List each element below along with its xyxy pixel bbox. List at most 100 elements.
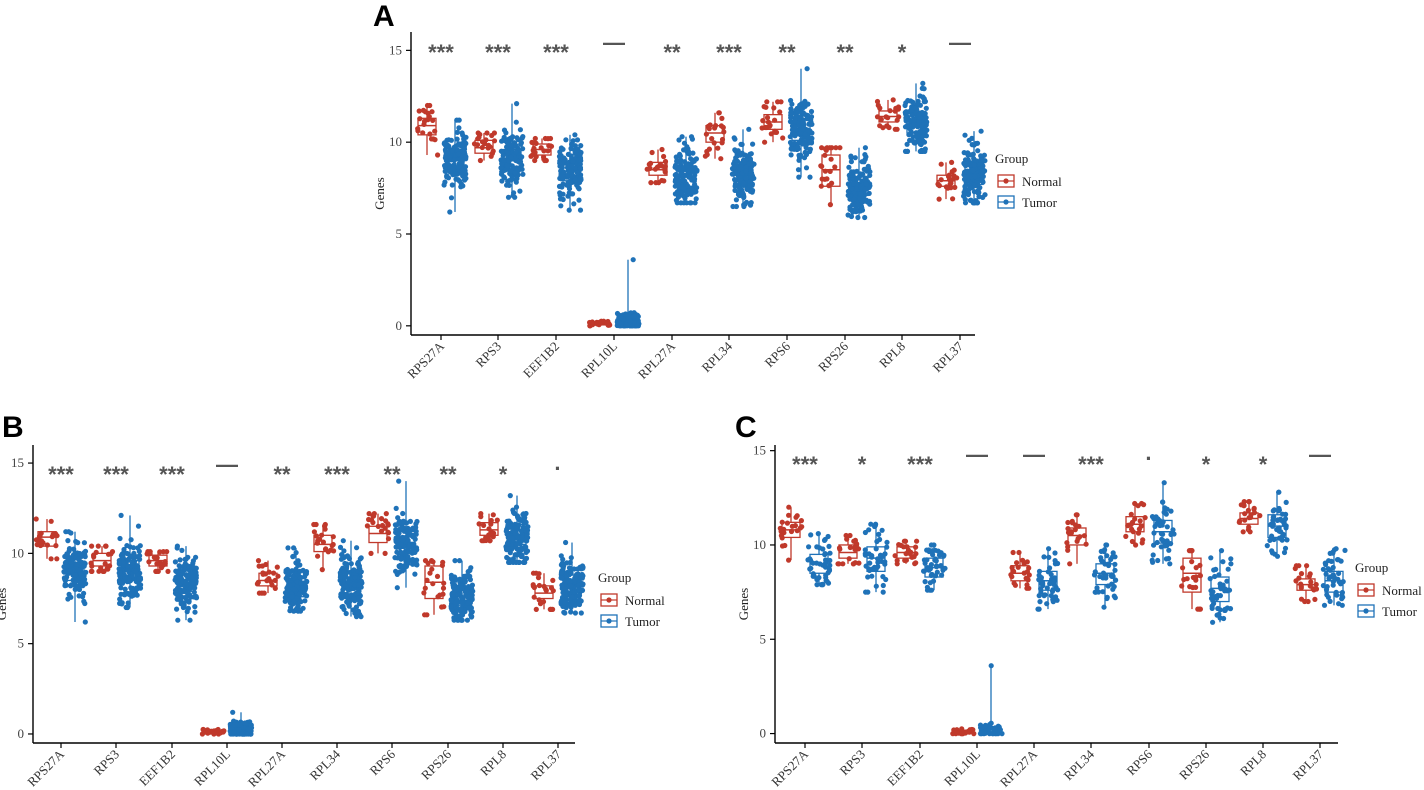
panel-b-data-point [400, 510, 406, 517]
panel-c-data-point [1139, 540, 1145, 546]
panel-c-data-point [894, 557, 900, 564]
panel-a-data-point [447, 168, 453, 174]
panel-b-data-point [289, 573, 296, 579]
panel-b-data-point [81, 590, 87, 597]
panel-a-data-point [460, 132, 466, 138]
panel-b-data-point [355, 561, 361, 567]
panel-c-data-point [997, 727, 1004, 733]
panel-a-legend-key-dot [1003, 199, 1009, 205]
panel-a-data-point [789, 146, 795, 152]
panel-a-data-point [966, 137, 972, 143]
panel-b-data-point [231, 729, 237, 735]
panel-b-data-point [174, 606, 180, 612]
panel-a-data-point [454, 117, 460, 123]
panel-c-data-point [913, 544, 919, 550]
panel-c-data-point [1105, 583, 1111, 589]
panel-a-data-point [498, 165, 504, 171]
panel-a-data-point [801, 100, 807, 106]
panel-a-data-point [706, 126, 712, 132]
panel-a-ytick-label: 10 [389, 134, 402, 149]
panel-b-data-point [154, 561, 160, 567]
panel-a-data-point [762, 139, 768, 145]
panel-c-data-point [1104, 553, 1110, 559]
panel-b-data-point [414, 518, 420, 525]
panel-b-xtick-label: RPL8 [477, 747, 509, 779]
panel-c-data-point [1142, 515, 1148, 521]
panel-c-data-point [1270, 517, 1276, 523]
panel-a-data-point [675, 189, 681, 195]
panel-a-data-point [795, 109, 801, 115]
panel-a-significance-label: ** [663, 40, 681, 65]
panel-b-data-point [449, 575, 455, 581]
panel-a-data-point [764, 99, 770, 105]
panel-b-data-point [375, 523, 381, 530]
panel-c-data-point [992, 726, 999, 732]
panel-a-data-point [716, 110, 722, 116]
panel-c-data-point [1036, 593, 1042, 599]
panel-b-data-point [48, 518, 54, 524]
panel-c-data-point [794, 513, 800, 519]
panel-a-data-point [531, 140, 538, 146]
panel-b-data-point [398, 541, 404, 548]
panel-b-data-point [48, 556, 54, 562]
panel-a-data-point [462, 177, 468, 183]
panel-c-data-point [798, 518, 805, 524]
panel-a-data-point [732, 136, 738, 142]
panel-a-data-point [557, 156, 564, 162]
panel-a-data-point [538, 145, 544, 151]
panel-c-data-point [1046, 554, 1052, 561]
panel-a-data-point [935, 181, 941, 187]
panel-a-data-point [916, 138, 923, 144]
panel-c-data-point [862, 552, 869, 558]
panel-a-data-point [630, 257, 636, 263]
panel-c-data-point [1055, 587, 1061, 593]
panel-c-data-point [892, 553, 898, 559]
panel-b-data-point [158, 565, 165, 571]
panel-c-data-point [1023, 575, 1029, 581]
panel-label-c: C [735, 411, 757, 444]
panel-a-data-point [788, 106, 794, 112]
panel-b-data-point [467, 594, 473, 600]
panel-a-data-point [702, 153, 709, 159]
panel-a-data-point [443, 168, 449, 174]
panel-b-data-point [259, 563, 265, 569]
panel-a-data-point [686, 167, 692, 174]
panel-b-data-point [128, 537, 134, 543]
panel-a-data-point [874, 98, 881, 105]
panel-a-xtick-label: RPS3 [473, 339, 505, 371]
panel-b-ytick-label: 0 [18, 726, 25, 741]
panel-a-data-point [618, 315, 624, 321]
panel-b-data-point [434, 573, 441, 580]
panel-a-data-point [922, 146, 928, 152]
panel-a-ytick-label: 5 [396, 226, 403, 241]
panel-c-data-point [1222, 586, 1228, 592]
panel-b-data-point [211, 731, 217, 737]
panel-b-data-point [350, 607, 357, 613]
panel-b-data-point [178, 601, 184, 607]
panel-b-data-point [193, 593, 199, 600]
panel-a-data-point [734, 153, 740, 159]
panel-label-b: B [2, 411, 24, 444]
panel-b-data-point [466, 605, 472, 611]
panel-c-data-point [1197, 573, 1203, 579]
panel-a-data-point [678, 200, 684, 206]
panel-c-data-point [823, 557, 829, 563]
panel-c-data-point [941, 552, 947, 558]
panel-c-data-point [1246, 499, 1252, 505]
panel-a-data-point [855, 214, 861, 221]
panel-b-data-point [266, 569, 272, 575]
panel-b-data-point [405, 537, 411, 543]
panel-c-data-point [825, 580, 832, 586]
panel-b-data-point [523, 528, 529, 534]
panel-b-data-point [254, 581, 260, 587]
panel-c-data-point [1041, 593, 1047, 599]
panel-a-data-point [574, 137, 581, 143]
panel-b-data-point [558, 570, 565, 576]
panel-b-data-point [54, 556, 60, 562]
panel-c-data-point [826, 543, 832, 550]
panel-b-data-point [494, 517, 500, 523]
panel-a-data-point [773, 129, 780, 135]
panel-b-data-point [383, 518, 389, 524]
panel-a-data-point [430, 117, 436, 123]
panel-a-data-point [442, 155, 448, 161]
